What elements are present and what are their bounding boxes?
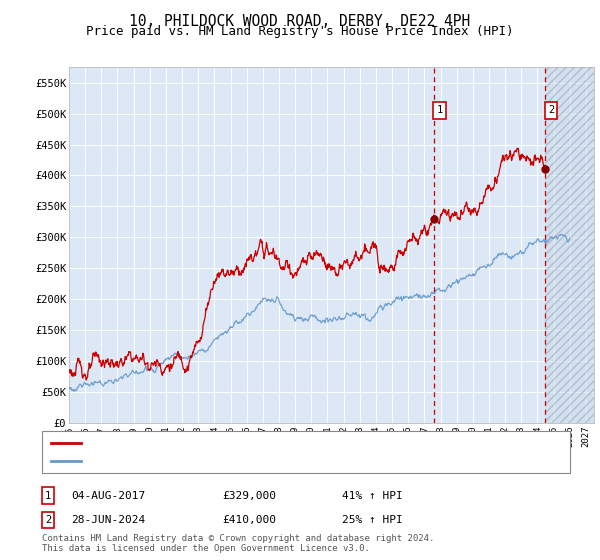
Text: 2: 2 <box>45 515 51 525</box>
Text: HPI: Average price, detached house, Amber Valley: HPI: Average price, detached house, Ambe… <box>85 456 385 466</box>
Bar <box>545 67 594 423</box>
Text: 10, PHILDOCK WOOD ROAD, DERBY, DE22 4PH: 10, PHILDOCK WOOD ROAD, DERBY, DE22 4PH <box>130 14 470 29</box>
Text: Price paid vs. HM Land Registry's House Price Index (HPI): Price paid vs. HM Land Registry's House … <box>86 25 514 38</box>
Text: 25% ↑ HPI: 25% ↑ HPI <box>342 515 403 525</box>
Text: £410,000: £410,000 <box>222 515 276 525</box>
Text: 2: 2 <box>548 105 554 115</box>
Text: 10, PHILDOCK WOOD ROAD, DERBY, DE22 4PH (detached house): 10, PHILDOCK WOOD ROAD, DERBY, DE22 4PH … <box>85 438 435 448</box>
Bar <box>545 67 594 423</box>
Text: 41% ↑ HPI: 41% ↑ HPI <box>342 491 403 501</box>
Text: 1: 1 <box>45 491 51 501</box>
Text: Contains HM Land Registry data © Crown copyright and database right 2024.
This d: Contains HM Land Registry data © Crown c… <box>42 534 434 553</box>
Text: 04-AUG-2017: 04-AUG-2017 <box>71 491 145 501</box>
Text: £329,000: £329,000 <box>222 491 276 501</box>
Text: 1: 1 <box>436 105 443 115</box>
Text: 28-JUN-2024: 28-JUN-2024 <box>71 515 145 525</box>
